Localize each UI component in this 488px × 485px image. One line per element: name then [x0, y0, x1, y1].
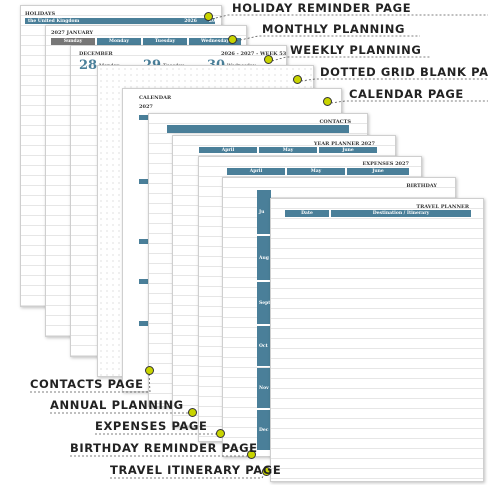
week: 2026 - 2027 - WEEK 53 [221, 51, 287, 57]
feature-label: BIRTHDAY REMINDER PAGE [70, 441, 258, 455]
feature-label: MONTHLY PLANNING [262, 22, 406, 36]
month-tab [139, 179, 153, 184]
page-title: BIRTHDAY [406, 183, 437, 189]
month-header: May [259, 147, 317, 153]
month-tab: Oct [257, 326, 271, 366]
marker [262, 467, 271, 476]
marker [204, 12, 213, 21]
marker [323, 97, 332, 106]
page-title: YEAR PLANNER 2027 [313, 141, 375, 147]
feature-label: CONTACTS PAGE [30, 377, 144, 391]
month-header: June [319, 147, 377, 153]
marker [247, 450, 256, 459]
marker [216, 429, 225, 438]
feature-label: ANNUAL PLANNING [50, 398, 184, 412]
month-header: April [227, 168, 285, 175]
year: 2026 [184, 18, 197, 24]
feature-label: WEEKLY PLANNING [290, 43, 422, 57]
year: 2027 [139, 104, 153, 110]
month-tab: Aug [257, 236, 271, 280]
header-bar: the United Kingdom 2026 2027 [25, 18, 221, 24]
marker [228, 35, 237, 44]
travel-page: TRAVEL PLANNER Date Destination / Itiner… [270, 198, 484, 482]
column-header: Destination / Itinerary [331, 210, 471, 217]
month-header: June [347, 168, 409, 175]
year: 2027 [208, 18, 222, 24]
page-title: EXPENSES 2027 [362, 161, 409, 167]
column-header: Date [285, 210, 329, 217]
month-tab [139, 239, 153, 244]
day-header: Wednesday [189, 38, 241, 45]
page-title: 2027 JANUARY [51, 30, 94, 36]
marker [188, 408, 197, 417]
month-tab: Nov [257, 368, 271, 408]
day-header: Sunday [51, 38, 95, 45]
month: DECEMBER [79, 51, 113, 57]
month-tab: Dec [257, 410, 271, 450]
day-header: Monday [97, 38, 141, 45]
feature-label: DOTTED GRID BLANK PAGE [320, 65, 488, 79]
month-header: May [287, 168, 345, 175]
page-title: CALENDAR [139, 95, 172, 101]
feature-label: TRAVEL ITINERARY PAGE [110, 463, 282, 477]
marker [145, 366, 154, 375]
month-tab [139, 115, 153, 120]
date: 28 [79, 58, 98, 73]
country: the United Kingdom [28, 18, 80, 24]
page-title: TRAVEL PLANNER [416, 204, 469, 210]
feature-label: EXPENSES PAGE [95, 419, 208, 433]
feature-label: HOLIDAY REMINDER PAGE [232, 1, 412, 15]
marker [264, 55, 273, 64]
marker [293, 75, 302, 84]
month-header: April [199, 147, 257, 153]
month-tab: Ju [257, 190, 271, 234]
month-tab: Sept [257, 282, 271, 324]
month-tab [139, 279, 153, 284]
feature-label: CALENDAR PAGE [349, 87, 464, 101]
page-title: HOLIDAYS [25, 11, 56, 17]
day-header: Tuesday [143, 38, 187, 45]
header-bar [167, 125, 349, 133]
page-title: CONTACTS [319, 119, 351, 125]
month-tab [139, 321, 153, 326]
